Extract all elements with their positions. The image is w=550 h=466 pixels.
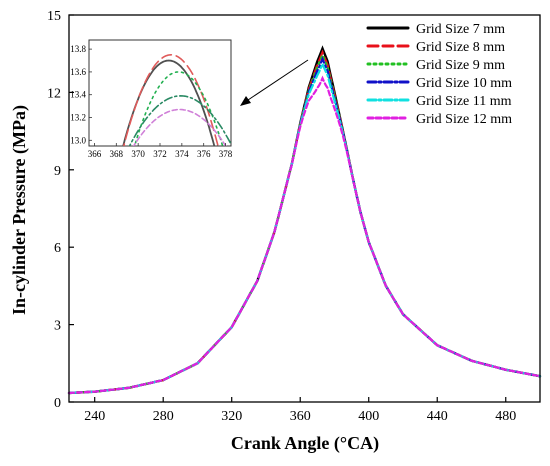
inset-series-line-4: [128, 94, 231, 146]
inset-x-tick-label: 372: [153, 149, 167, 159]
x-tick-label: 360: [290, 409, 311, 424]
inset-y-tick-label: 13.4: [70, 90, 86, 100]
x-tick-label: 280: [153, 409, 174, 424]
y-tick-label: 0: [54, 396, 61, 411]
y-tick-label: 15: [47, 9, 61, 24]
legend-label-2: Grid Size 8 mm: [416, 40, 505, 55]
x-axis-title: Crank Angle (°CA): [231, 433, 379, 454]
main-series-group: [67, 45, 542, 395]
inset-y-tick-label: 13.6: [70, 67, 86, 77]
legend: Grid Size 7 mm Grid Size 8 mm Grid Size 9 …: [366, 22, 512, 127]
inset-series-line-3: [133, 71, 224, 146]
inset-y-tick-label: 13.8: [70, 44, 86, 54]
inset-series-line-5: [132, 108, 227, 146]
legend-label-5: Grid Size 11 mm: [416, 94, 512, 109]
inset-frame: [88, 39, 232, 147]
x-tick-label: 480: [495, 409, 516, 424]
legend-label-3: Grid Size 9 mm: [416, 58, 505, 73]
inset-series-line-1: [122, 59, 216, 146]
y-tick-label: 3: [54, 319, 61, 334]
y-tick-label: 9: [54, 164, 61, 179]
y-tick-label: 6: [54, 241, 61, 256]
x-tick-label: 400: [358, 409, 379, 424]
y-tick-label: 12: [47, 86, 61, 101]
x-axis-ticks: 240 280 320 360 400 440 480: [84, 397, 516, 424]
inset-x-tick-label: 366: [88, 149, 102, 159]
x-tick-label: 240: [84, 409, 105, 424]
zoom-arrow: [240, 59, 309, 106]
x-tick-label: 320: [221, 409, 242, 424]
series-line-6: [67, 75, 542, 395]
legend-label-6: Grid Size 12 mm: [416, 112, 512, 127]
inset-x-tick-label: 368: [110, 149, 124, 159]
inset-x-tick-label: 374: [175, 149, 189, 159]
plot-frame: [68, 14, 541, 403]
zoom-inset: 366 368 370 372 374 376 378 13.0 13.2 13.4 13.6 13.…: [70, 39, 233, 159]
legend-label-4: Grid Size 10 mm: [416, 76, 512, 91]
legend-label-1: Grid Size 7 mm: [416, 22, 505, 37]
inset-y-tick-label: 13.0: [70, 135, 86, 145]
y-axis-title: In-cylinder Pressure (MPa): [9, 105, 30, 315]
inset-x-tick-label: 378: [219, 149, 233, 159]
inset-x-tick-label: 370: [131, 149, 145, 159]
inset-x-tick-label: 376: [197, 149, 211, 159]
inset-y-tick-label: 13.2: [70, 113, 86, 123]
y-axis-ticks: 0 3 6 9 12 15: [47, 9, 74, 411]
x-tick-label: 440: [427, 409, 448, 424]
